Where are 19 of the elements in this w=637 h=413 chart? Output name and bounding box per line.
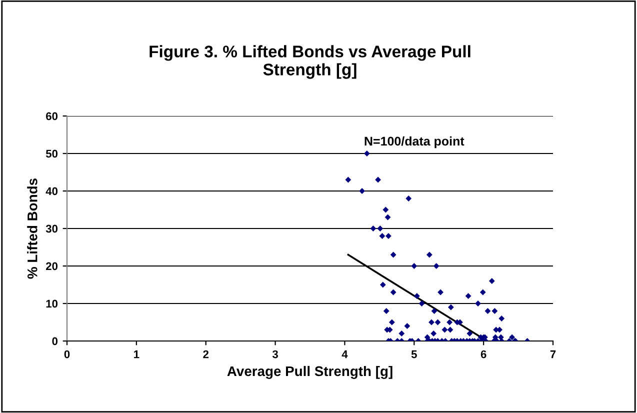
y-tick-label: 30 [46,224,58,233]
y-tick-label: 0 [52,337,58,346]
x-tick-label: 1 [134,350,140,358]
y-tick-label: 10 [46,300,58,308]
x-tick-label: 2 [203,350,208,358]
chart-title: Figure 3. % Lifted Bonds vs Average Pull Strength [g] [150,45,470,79]
x-axis-title: Average Pull Strength [g] [227,366,392,379]
y-tick-label: 40 [46,187,58,196]
x-tick-label: 5 [411,350,417,358]
y-tick-label: 50 [46,150,58,158]
x-tick-label: 4 [342,350,348,358]
x-tick-label: 0 [64,350,70,358]
x-tick-label: 3 [272,350,278,358]
x-tick-label: 6 [480,350,486,358]
y-tick-label: 20 [46,262,58,270]
x-tick-label: 7 [550,350,556,358]
y-tick-label: 60 [46,112,58,120]
annotation: N=100/data point [364,136,464,148]
y-axis-title: % Lifted Bonds [27,178,38,279]
